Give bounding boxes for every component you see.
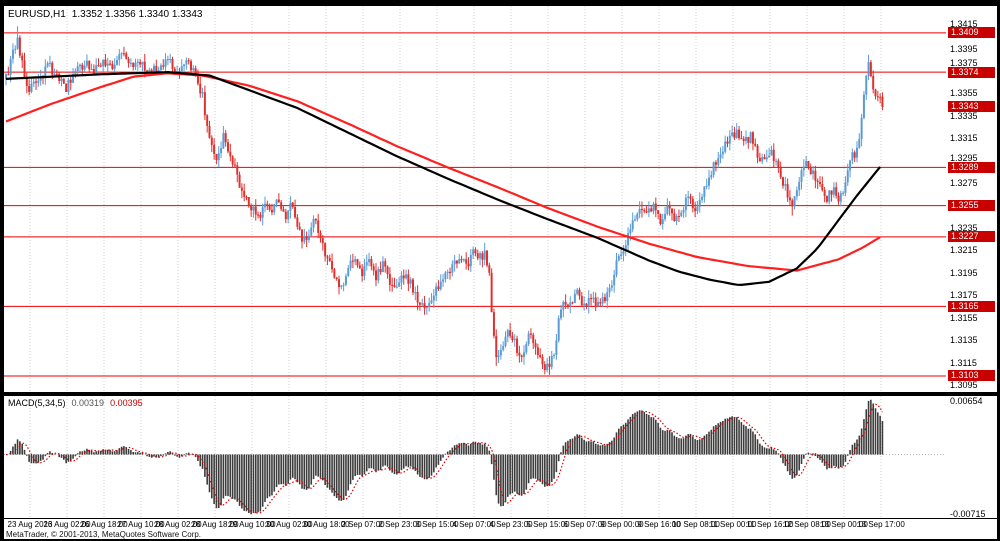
time-axis-label: 2 Sep 07:00: [341, 520, 385, 529]
fast-ma-black-line: [5, 70, 881, 287]
macd-indicator-label: MACD(5,34,5) 0.00319 0.00395: [8, 398, 143, 408]
price-level-lines: [4, 32, 946, 377]
price-level-badge: 1.3165: [948, 301, 995, 312]
time-axis-label: 11 Sep 16:00: [746, 520, 794, 529]
price-level-badge: 1.3409: [948, 27, 995, 38]
price-axis-tick: 1.3095: [950, 380, 978, 390]
time-axis-label: 5 Sep 15:00: [526, 520, 570, 529]
macd-axis-top-label: 0.00654: [950, 396, 983, 406]
time-axis-label: 9 Sep 00:00: [600, 520, 644, 529]
macd-main-value: 0.00319: [71, 398, 105, 408]
symbol-period-label: EURUSD,H1: [8, 9, 66, 20]
time-axis-label: 26 Aug 18:00: [80, 520, 128, 529]
chart-title: EURUSD,H1 1.3352 1.3356 1.3340 1.3343: [8, 9, 208, 20]
price-axis-tick: 1.3295: [950, 153, 978, 163]
time-axis-label: 2 Sep 23:00: [378, 520, 422, 529]
macd-signal-value: 0.00395: [110, 398, 143, 408]
time-axis-label: 28 Aug 02:00: [154, 520, 202, 529]
time-axis-label: 29 Aug 10:00: [228, 520, 276, 529]
time-axis-label: 6 Sep 07:00: [563, 520, 607, 529]
price-level-badge: 1.3289: [948, 162, 995, 173]
price-axis-tick: 1.3115: [950, 358, 977, 368]
time-axis-label: 13 Sep 00:00: [820, 520, 868, 529]
price-level-badge: 1.3103: [948, 370, 995, 381]
time-axis-label: 23 Aug 2013: [7, 520, 53, 529]
price-level-badge: 1.3255: [948, 200, 995, 211]
time-axis-label: 3 Sep 15:00: [415, 520, 459, 529]
time-axis-label: 4 Sep 07:00: [452, 520, 496, 529]
time-axis-label: 4 Sep 23:00: [489, 520, 533, 529]
time-axis-label: 30 Aug 18:00: [302, 520, 350, 529]
price-axis[interactable]: [947, 6, 997, 518]
time-axis-label: 9 Sep 16:00: [637, 520, 681, 529]
quote-ohlc-label: 1.3352 1.3356 1.3340 1.3343: [71, 9, 203, 20]
time-axis-line: [0, 518, 1000, 519]
time-axis-label: 27 Aug 10:00: [117, 520, 165, 529]
grid-lines: [29, 6, 882, 518]
panel-divider[interactable]: [0, 392, 1000, 396]
price-axis-tick: 1.3155: [950, 313, 978, 323]
price-axis-tick: 1.3195: [950, 268, 978, 278]
price-axis-tick: 1.3215: [950, 245, 978, 255]
time-axis-label: 13 Sep 17:00: [857, 520, 905, 529]
chart-background: [4, 6, 997, 539]
slow-ma-red-line: [5, 72, 881, 272]
time-axis-label: 30 Aug 02:00: [265, 520, 313, 529]
price-axis-tick: 1.3415: [950, 19, 978, 29]
macd-signal-line: [5, 403, 883, 514]
price-axis-tick: 1.3235: [950, 223, 978, 233]
time-axis-label: 10 Sep 08:00: [672, 520, 720, 529]
price-axis-tick: 1.3315: [950, 133, 978, 143]
price-axis-tick: 1.3135: [950, 335, 978, 345]
macd-axis-bottom-label: -0.00715: [950, 509, 986, 519]
candlesticks: [5, 26, 884, 375]
price-level-badge: 1.3227: [948, 231, 995, 242]
macd-histogram: [7, 399, 884, 515]
copyright-text: MetaTrader, © 2001-2013, MetaQuotes Soft…: [6, 530, 202, 539]
price-axis-tick: 1.3175: [950, 290, 978, 300]
time-axis-label: 12 Sep 08:00: [783, 520, 831, 529]
price-level-badge: 1.3374: [948, 67, 995, 78]
time-axis-label: 28 Aug 18:00: [191, 520, 239, 529]
price-axis-tick: 1.3395: [950, 44, 978, 54]
price-axis-tick: 1.3355: [950, 88, 978, 98]
macd-name: MACD(5,34,5): [8, 398, 66, 408]
time-axis-label: 11 Sep 00:00: [709, 520, 757, 529]
time-axis-label: 26 Aug 02:00: [43, 520, 91, 529]
current-price-badge: 1.3343: [948, 101, 995, 112]
price-axis-tick: 1.3335: [950, 111, 978, 121]
price-axis-tick: 1.3375: [950, 58, 978, 68]
price-axis-tick: 1.3275: [950, 178, 978, 188]
